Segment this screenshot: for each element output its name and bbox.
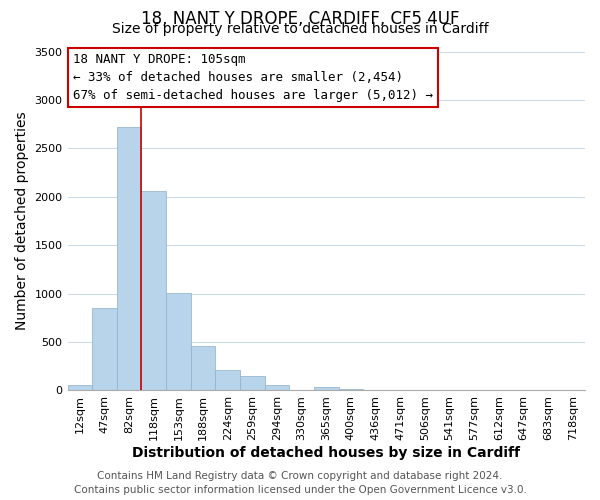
Text: 18 NANT Y DROPE: 105sqm
← 33% of detached houses are smaller (2,454)
67% of semi: 18 NANT Y DROPE: 105sqm ← 33% of detache…: [73, 53, 433, 102]
Bar: [191, 346, 215, 391]
Bar: [117, 127, 142, 390]
Bar: [166, 292, 191, 390]
Bar: [314, 386, 338, 390]
Bar: [215, 370, 240, 390]
Text: Size of property relative to detached houses in Cardiff: Size of property relative to detached ho…: [112, 22, 488, 36]
Bar: [68, 385, 92, 390]
Text: 18, NANT Y DROPE, CARDIFF, CF5 4UF: 18, NANT Y DROPE, CARDIFF, CF5 4UF: [141, 10, 459, 28]
Bar: [240, 376, 265, 390]
Bar: [142, 191, 166, 390]
Y-axis label: Number of detached properties: Number of detached properties: [15, 112, 29, 330]
Bar: [338, 388, 363, 390]
Bar: [92, 308, 117, 390]
Bar: [265, 385, 289, 390]
X-axis label: Distribution of detached houses by size in Cardiff: Distribution of detached houses by size …: [132, 446, 520, 460]
Text: Contains HM Land Registry data © Crown copyright and database right 2024.
Contai: Contains HM Land Registry data © Crown c…: [74, 471, 526, 495]
